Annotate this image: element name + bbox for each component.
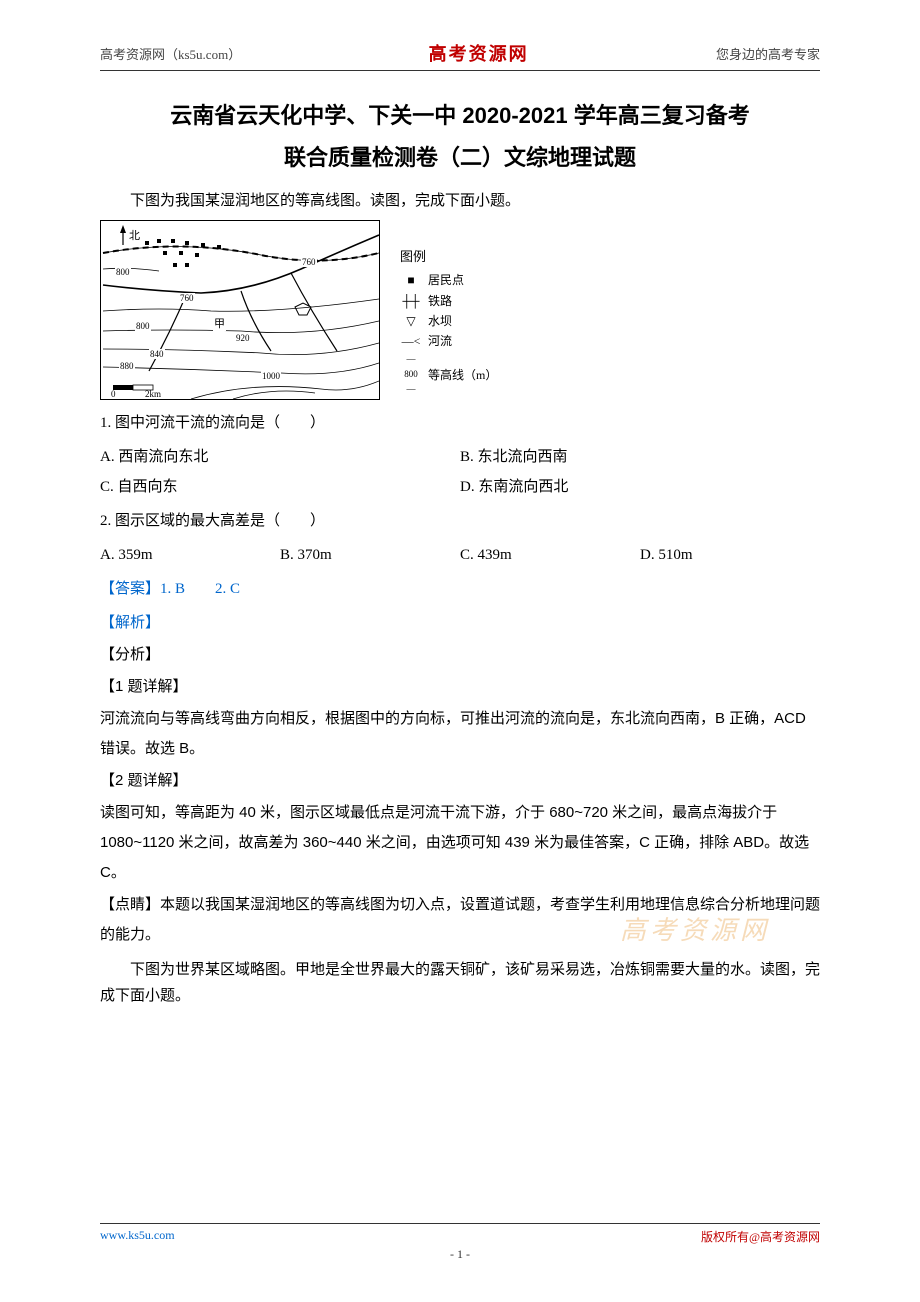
q1-option-d: D. 东南流向西北 (460, 472, 820, 502)
river-main (103, 235, 379, 293)
legend-label: 铁路 (428, 291, 452, 311)
header-center-logo: 高考资源网 (429, 40, 529, 66)
settlement-icon: ■ (400, 270, 422, 290)
explain-2-body: 读图可知，等高距为 40 米，图示区域最低点是河流干流下游，介于 680~720… (100, 798, 820, 888)
question-2-stem: 2. 图示区域的最大高差是（ ） (100, 506, 820, 536)
q1-option-b: B. 东北流向西南 (460, 442, 820, 472)
question-2-options: A. 359m B. 370m C. 439m D. 510m (100, 540, 820, 570)
explain-1-label: 【1 题详解】 (100, 672, 820, 702)
q2-option-a: A. 359m (100, 540, 280, 570)
question-1-options-row1: A. 西南流向东北 B. 东北流向西南 (100, 442, 820, 472)
legend-label: 水坝 (428, 311, 452, 331)
figure-1: 北 甲 800 760 760 800 880 840 920 1000 0 2… (100, 220, 820, 400)
scale-0: 0 (111, 389, 116, 399)
feature-label-jia: 甲 (213, 315, 226, 331)
page: 高考资源网（ks5u.com） 高考资源网 您身边的高考专家 云南省云天化中学、… (0, 0, 920, 1302)
question-1-options-row2: C. 自西向东 D. 东南流向西北 (100, 472, 820, 502)
contour-800-b: 800 (135, 321, 151, 331)
question-1-stem: 1. 图中河流干流的流向是（ ） (100, 408, 820, 438)
footer-page-number: - 1 - (100, 1247, 820, 1262)
dianjing: 【点睛】本题以我国某湿润地区的等高线图为切入点，设置道试题，考查学生利用地理信息… (100, 890, 820, 950)
answer-line: 【答案】1. B 2. C (100, 574, 820, 604)
contour-840: 840 (149, 349, 165, 359)
legend-row-dam: ▽ 水坝 (400, 311, 497, 331)
settlements (145, 239, 221, 267)
north-arrow-icon (120, 225, 126, 245)
railway-icon: ┼┼ (400, 291, 422, 311)
legend-row-settlement: ■ 居民点 (400, 270, 497, 290)
map-legend: 图例 ■ 居民点 ┼┼ 铁路 ▽ 水坝 —< 河流 —800— 等高线（m） (400, 220, 497, 398)
q1-option-a: A. 西南流向东北 (100, 442, 460, 472)
intro-paragraph-1: 下图为我国某湿润地区的等高线图。读图，完成下面小题。 (100, 189, 820, 215)
document-title: 云南省云天化中学、下关一中 2020-2021 学年高三复习备考 联合质量检测卷… (100, 95, 820, 179)
legend-row-railway: ┼┼ 铁路 (400, 291, 497, 311)
title-line-2: 联合质量检测卷（二）文综地理试题 (100, 137, 820, 179)
contour-1000: 1000 (261, 371, 281, 381)
q2-option-b: B. 370m (280, 540, 460, 570)
page-header: 高考资源网（ks5u.com） 高考资源网 您身边的高考专家 (100, 40, 820, 71)
q2-option-c: C. 439m (460, 540, 640, 570)
contour-920: 920 (235, 333, 251, 343)
analysis-label: 【解析】 (100, 608, 820, 638)
fenxi-label: 【分析】 (100, 640, 820, 670)
scale-2km: 2km (145, 389, 161, 399)
legend-title: 图例 (400, 246, 497, 268)
north-label: 北 (129, 227, 140, 243)
header-left: 高考资源网（ks5u.com） (100, 44, 241, 63)
legend-label: 等高线（m） (428, 365, 497, 385)
contour-map: 北 甲 800 760 760 800 880 840 920 1000 0 2… (100, 220, 380, 400)
title-line-1: 云南省云天化中学、下关一中 2020-2021 学年高三复习备考 (100, 95, 820, 137)
contour-760-b: 760 (179, 293, 195, 303)
legend-label: 居民点 (428, 270, 464, 290)
contour-880: 880 (119, 361, 135, 371)
legend-label: 河流 (428, 331, 452, 351)
footer-copyright: 版权所有@高考资源网 (701, 1228, 820, 1245)
contour-800-a: 800 (115, 267, 131, 277)
legend-row-contour: —800— 等高线（m） (400, 352, 497, 398)
contour-icon: —800— (400, 352, 422, 398)
q1-option-c: C. 自西向东 (100, 472, 460, 502)
page-footer: www.ks5u.com 版权所有@高考资源网 - 1 - (100, 1223, 820, 1262)
explain-1-body: 河流流向与等高线弯曲方向相反，根据图中的方向标，可推出河流的流向是，东北流向西南… (100, 704, 820, 764)
explain-2-label: 【2 题详解】 (100, 766, 820, 796)
contour-760-a: 760 (301, 257, 317, 267)
header-right: 您身边的高考专家 (716, 44, 820, 63)
footer-url: www.ks5u.com (100, 1228, 175, 1245)
map-svg (101, 221, 380, 400)
river-tributary-3 (149, 293, 187, 371)
river-icon: —< (400, 331, 422, 351)
dam-icon: ▽ (400, 311, 422, 331)
intro-paragraph-2: 下图为世界某区域略图。甲地是全世界最大的露天铜矿，该矿易采易选，冶炼铜需要大量的… (100, 958, 820, 1009)
legend-row-river: —< 河流 (400, 331, 497, 351)
q2-option-d: D. 510m (640, 540, 820, 570)
